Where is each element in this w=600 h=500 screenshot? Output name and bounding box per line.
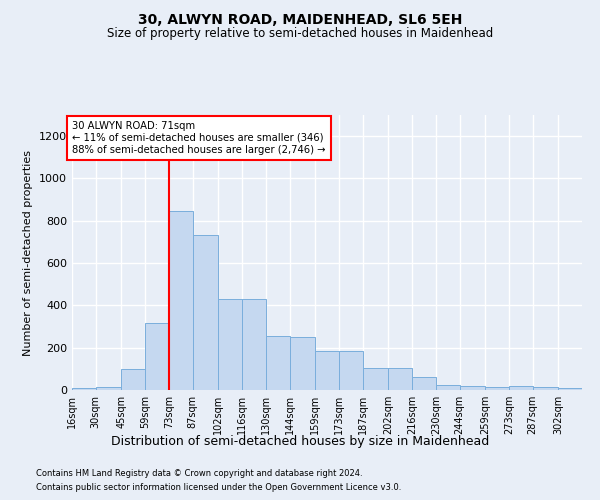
Bar xyxy=(533,387,558,390)
Bar xyxy=(339,351,363,390)
Bar xyxy=(485,387,509,390)
Bar xyxy=(96,387,121,390)
Bar xyxy=(436,384,460,390)
Bar xyxy=(72,388,96,390)
Bar xyxy=(363,368,388,390)
Bar xyxy=(315,351,339,390)
Bar xyxy=(558,388,582,390)
Bar xyxy=(242,299,266,390)
Text: Contains public sector information licensed under the Open Government Licence v3: Contains public sector information licen… xyxy=(36,484,401,492)
Text: 30 ALWYN ROAD: 71sqm
← 11% of semi-detached houses are smaller (346)
88% of semi: 30 ALWYN ROAD: 71sqm ← 11% of semi-detac… xyxy=(72,122,325,154)
Bar xyxy=(169,211,193,390)
Bar xyxy=(121,369,145,390)
Bar xyxy=(509,386,533,390)
Text: Distribution of semi-detached houses by size in Maidenhead: Distribution of semi-detached houses by … xyxy=(111,435,489,448)
Bar xyxy=(290,337,315,390)
Text: Size of property relative to semi-detached houses in Maidenhead: Size of property relative to semi-detach… xyxy=(107,28,493,40)
Text: 30, ALWYN ROAD, MAIDENHEAD, SL6 5EH: 30, ALWYN ROAD, MAIDENHEAD, SL6 5EH xyxy=(138,12,462,26)
Bar xyxy=(266,336,290,390)
Bar xyxy=(218,299,242,390)
Bar xyxy=(193,234,218,390)
Text: Contains HM Land Registry data © Crown copyright and database right 2024.: Contains HM Land Registry data © Crown c… xyxy=(36,468,362,477)
Bar xyxy=(460,386,485,390)
Bar xyxy=(412,378,436,390)
Bar xyxy=(145,324,169,390)
Bar xyxy=(388,368,412,390)
Y-axis label: Number of semi-detached properties: Number of semi-detached properties xyxy=(23,150,34,356)
